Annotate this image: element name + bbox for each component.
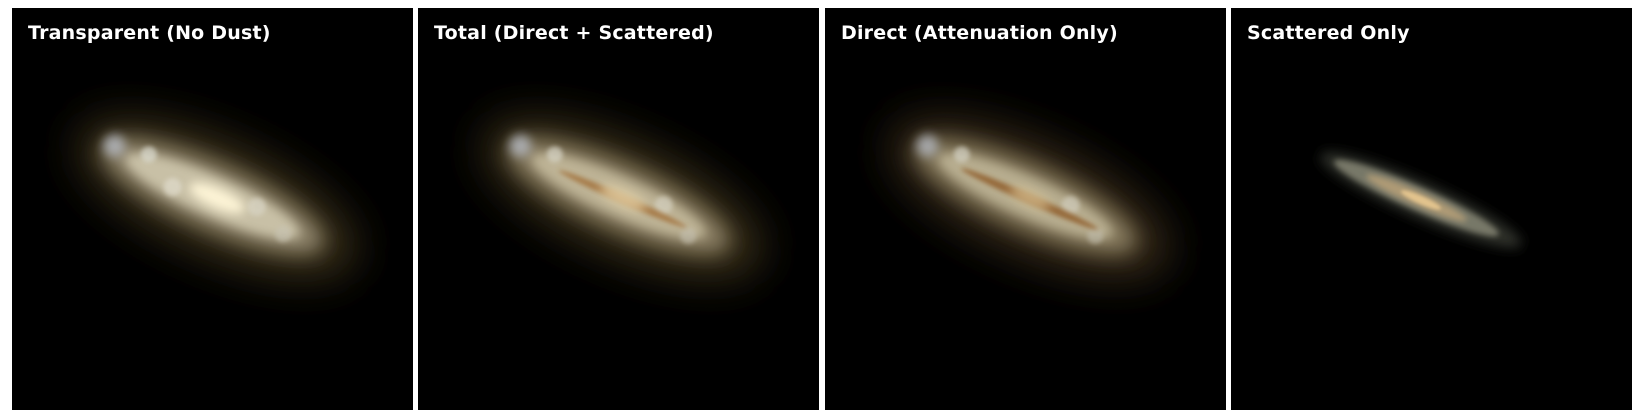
galaxy-image-transparent bbox=[78, 118, 356, 278]
panel-direct: Direct (Attenuation Only) bbox=[825, 8, 1226, 410]
panel-scattered: Scattered Only bbox=[1231, 8, 1632, 410]
panel-transparent: Transparent (No Dust) bbox=[12, 8, 413, 410]
panel-title: Scattered Only bbox=[1247, 22, 1410, 44]
panel-title: Total (Direct + Scattered) bbox=[434, 22, 714, 44]
galaxy-core bbox=[189, 182, 245, 214]
panel-total: Total (Direct + Scattered) bbox=[418, 8, 819, 410]
galaxy-image-total bbox=[484, 118, 762, 278]
galaxy-image-scattered bbox=[1320, 152, 1522, 248]
panel-title: Transparent (No Dust) bbox=[28, 22, 271, 44]
galaxy-image-direct bbox=[891, 118, 1169, 278]
panel-title: Direct (Attenuation Only) bbox=[841, 22, 1118, 44]
